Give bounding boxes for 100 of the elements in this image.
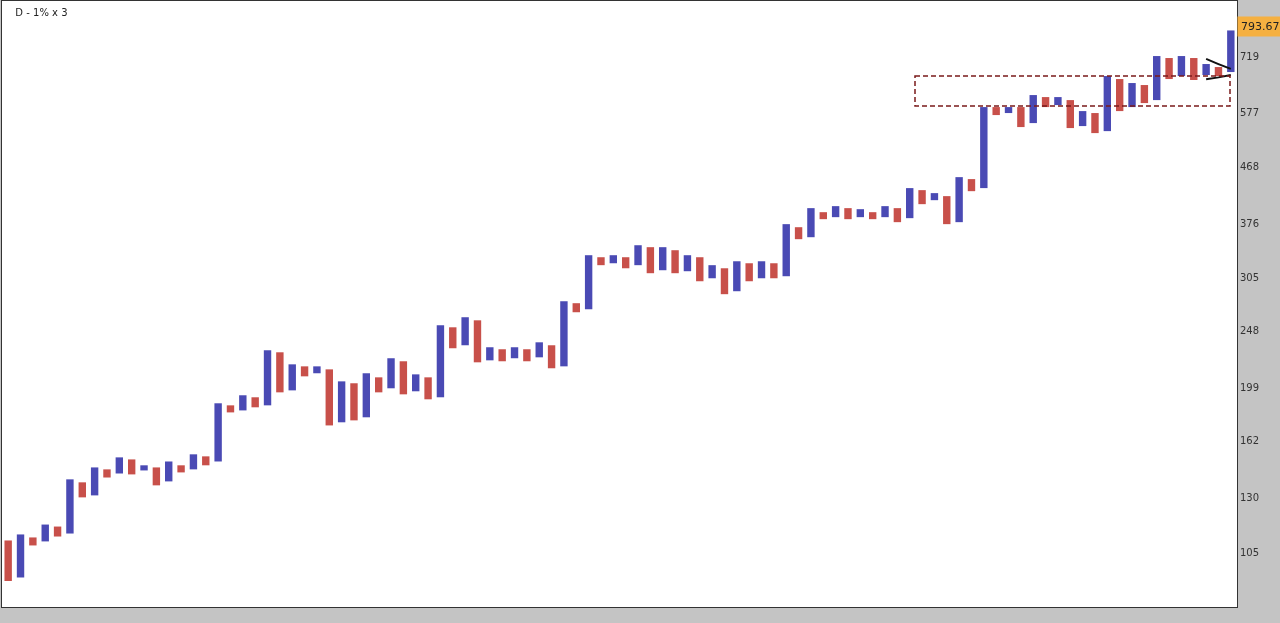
- bar: [980, 107, 988, 189]
- bar: [708, 265, 716, 279]
- bar: [609, 255, 618, 264]
- bar: [29, 537, 37, 546]
- bar: [16, 534, 25, 578]
- bar: [1165, 58, 1173, 80]
- bar: [362, 373, 371, 418]
- y-tick-label: 248: [1240, 325, 1260, 337]
- bar: [547, 345, 556, 369]
- bar: [288, 364, 296, 391]
- bar: [844, 208, 852, 220]
- bar: [955, 177, 963, 223]
- bar: [325, 369, 333, 426]
- bar: [214, 403, 222, 462]
- bar: [1153, 56, 1161, 101]
- bar: [350, 383, 358, 421]
- text: D - 1% x 3: [15, 7, 68, 19]
- bar: [683, 255, 692, 272]
- y-tick-label: 305: [1240, 271, 1260, 283]
- bar: [1004, 107, 1013, 114]
- bar: [918, 190, 926, 205]
- y-tick-label: 468: [1240, 161, 1260, 173]
- text: 793.67: [1241, 20, 1280, 33]
- y-tick-label: 130: [1240, 491, 1260, 503]
- bar: [313, 366, 321, 374]
- bar: [189, 454, 198, 470]
- bar: [720, 268, 729, 295]
- bar: [856, 209, 865, 218]
- bar: [424, 377, 432, 400]
- bar: [1029, 95, 1037, 124]
- bar: [41, 524, 49, 542]
- bar: [1140, 85, 1149, 104]
- bar: [399, 361, 408, 395]
- bar: [671, 250, 679, 274]
- bar: [646, 247, 655, 274]
- bar: [868, 212, 877, 220]
- bar: [1202, 64, 1210, 76]
- bar: [152, 467, 161, 486]
- bar: [807, 208, 815, 238]
- bar: [103, 469, 111, 478]
- bar: [1227, 30, 1235, 73]
- bar: [1078, 111, 1087, 127]
- bar: [140, 465, 148, 471]
- bar: [449, 327, 457, 349]
- bar: [1054, 97, 1062, 106]
- bar: [300, 366, 309, 377]
- bar: [621, 257, 630, 269]
- bar: [893, 208, 902, 223]
- bar: [819, 212, 827, 220]
- bar: [1103, 76, 1112, 132]
- bar: [90, 467, 99, 496]
- bar: [251, 397, 259, 408]
- y-tick-label: 105: [1240, 546, 1260, 558]
- bar: [930, 193, 939, 201]
- bar: [794, 227, 803, 240]
- bar: [1177, 56, 1186, 77]
- bar: [757, 261, 766, 279]
- bar: [473, 320, 482, 363]
- y-tick-label: 719: [1240, 50, 1260, 62]
- bar: [943, 196, 951, 225]
- bar: [584, 255, 593, 310]
- y-tick-label: 376: [1240, 217, 1260, 229]
- bar: [659, 247, 667, 271]
- bar: [597, 257, 605, 266]
- bar: [486, 347, 494, 361]
- bar: [276, 352, 284, 393]
- bar: [782, 224, 790, 277]
- bar: [53, 526, 62, 537]
- bar: [560, 301, 568, 367]
- bar: [831, 206, 840, 218]
- bar: [992, 107, 1000, 116]
- bar: [127, 459, 136, 475]
- bar: [510, 347, 519, 359]
- bar: [1190, 58, 1198, 81]
- bar: [263, 350, 272, 406]
- bar: [498, 349, 506, 362]
- bar: [412, 374, 420, 392]
- bar: [202, 456, 210, 466]
- bar: [745, 263, 753, 282]
- bar: [1017, 107, 1025, 128]
- bar: [239, 395, 247, 411]
- bar: [572, 303, 580, 313]
- bar: [1115, 79, 1124, 112]
- bar: [436, 325, 445, 398]
- bar: [1066, 100, 1074, 129]
- bar: [967, 179, 976, 192]
- bar: [1091, 113, 1099, 134]
- bar: [696, 257, 704, 282]
- bar: [337, 381, 346, 423]
- y-tick-label: 199: [1240, 382, 1260, 394]
- bar: [634, 245, 642, 266]
- bar: [78, 482, 86, 498]
- bar: [881, 206, 889, 218]
- bar: [226, 405, 235, 413]
- bar: [4, 540, 12, 582]
- bar: [770, 263, 778, 279]
- bar: [177, 465, 185, 473]
- y-tick-label: 577: [1240, 107, 1260, 119]
- bar: [523, 349, 531, 362]
- bar: [1128, 83, 1136, 108]
